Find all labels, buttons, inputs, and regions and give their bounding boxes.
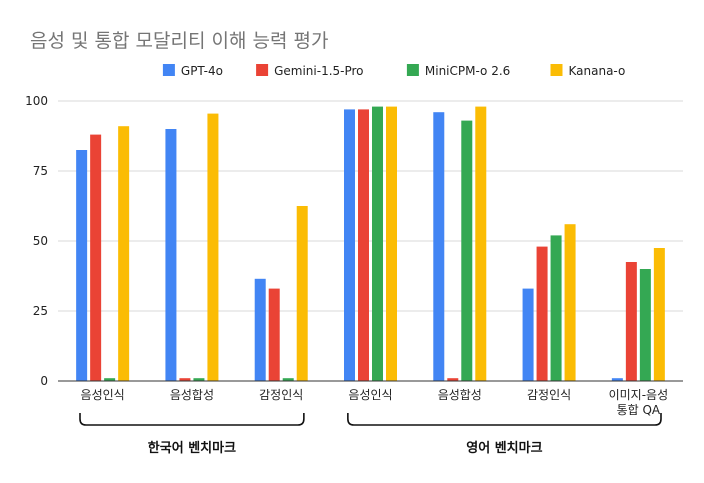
bar	[639, 269, 651, 381]
group-label: 한국어 벤치마크	[148, 440, 236, 456]
bar	[653, 248, 665, 381]
y-tick-label: 25	[33, 304, 48, 318]
bar	[461, 120, 473, 381]
gridlines	[58, 100, 683, 312]
legend-label: Gemini-1.5-Pro	[274, 64, 363, 78]
bar	[536, 246, 548, 381]
bar	[268, 288, 280, 381]
y-tick-label: 100	[25, 94, 48, 108]
legend: GPT-4o Gemini-1.5-Pro MiniCPM-o 2.6 Kanana-…	[162, 64, 626, 78]
bar	[522, 288, 534, 381]
bar	[118, 126, 130, 381]
bar	[475, 106, 487, 381]
legend-label: MiniCPM-o 2.6	[425, 64, 510, 78]
y-axis-ticks: 0 25 50 75 100	[25, 94, 48, 388]
group-brace	[79, 413, 305, 426]
legend-swatch	[162, 64, 175, 76]
bar	[296, 206, 308, 381]
x-tick-label: 통합 QA	[617, 403, 661, 417]
x-tick-label: 감정인식	[527, 388, 571, 402]
bar	[282, 378, 294, 381]
bar	[104, 378, 116, 381]
group-brace	[347, 413, 662, 426]
bar	[611, 378, 623, 381]
bar	[386, 106, 397, 381]
y-tick-label: 0	[40, 374, 48, 388]
x-tick-label: 음성합성	[170, 388, 214, 402]
bar	[625, 262, 637, 381]
bar	[179, 378, 191, 381]
bar	[344, 109, 355, 382]
legend-swatch	[550, 64, 563, 76]
bar	[550, 235, 562, 381]
y-tick-label: 50	[33, 234, 48, 248]
bar	[447, 378, 459, 381]
bar	[433, 112, 445, 381]
bar	[564, 224, 576, 381]
bar	[358, 109, 369, 382]
bar	[90, 134, 102, 381]
bar	[165, 129, 177, 381]
x-tick-label: 음성인식	[81, 388, 125, 402]
group-label: 영어 벤치마크	[466, 440, 542, 456]
bars	[76, 106, 665, 382]
y-tick-label: 75	[33, 164, 48, 178]
bar	[254, 278, 266, 381]
legend-label: GPT-4o	[181, 64, 223, 78]
x-tick-label: 음성인식	[348, 388, 392, 402]
category-groups: 한국어 벤치마크 영어 벤치마크	[79, 413, 662, 456]
x-tick-label: 감정인식	[259, 388, 303, 402]
x-tick-label: 이미지-음성	[609, 388, 669, 402]
bar	[76, 150, 88, 381]
legend-swatch	[406, 64, 419, 76]
legend-swatch	[256, 64, 269, 76]
bar	[193, 378, 205, 381]
x-tick-label: 음성합성	[438, 388, 482, 402]
chart-title: 음성 및 통합 모달리티 이해 능력 평가	[30, 30, 328, 52]
bar	[372, 106, 383, 381]
legend-label: Kanana-o	[569, 64, 626, 78]
bar	[207, 113, 219, 381]
